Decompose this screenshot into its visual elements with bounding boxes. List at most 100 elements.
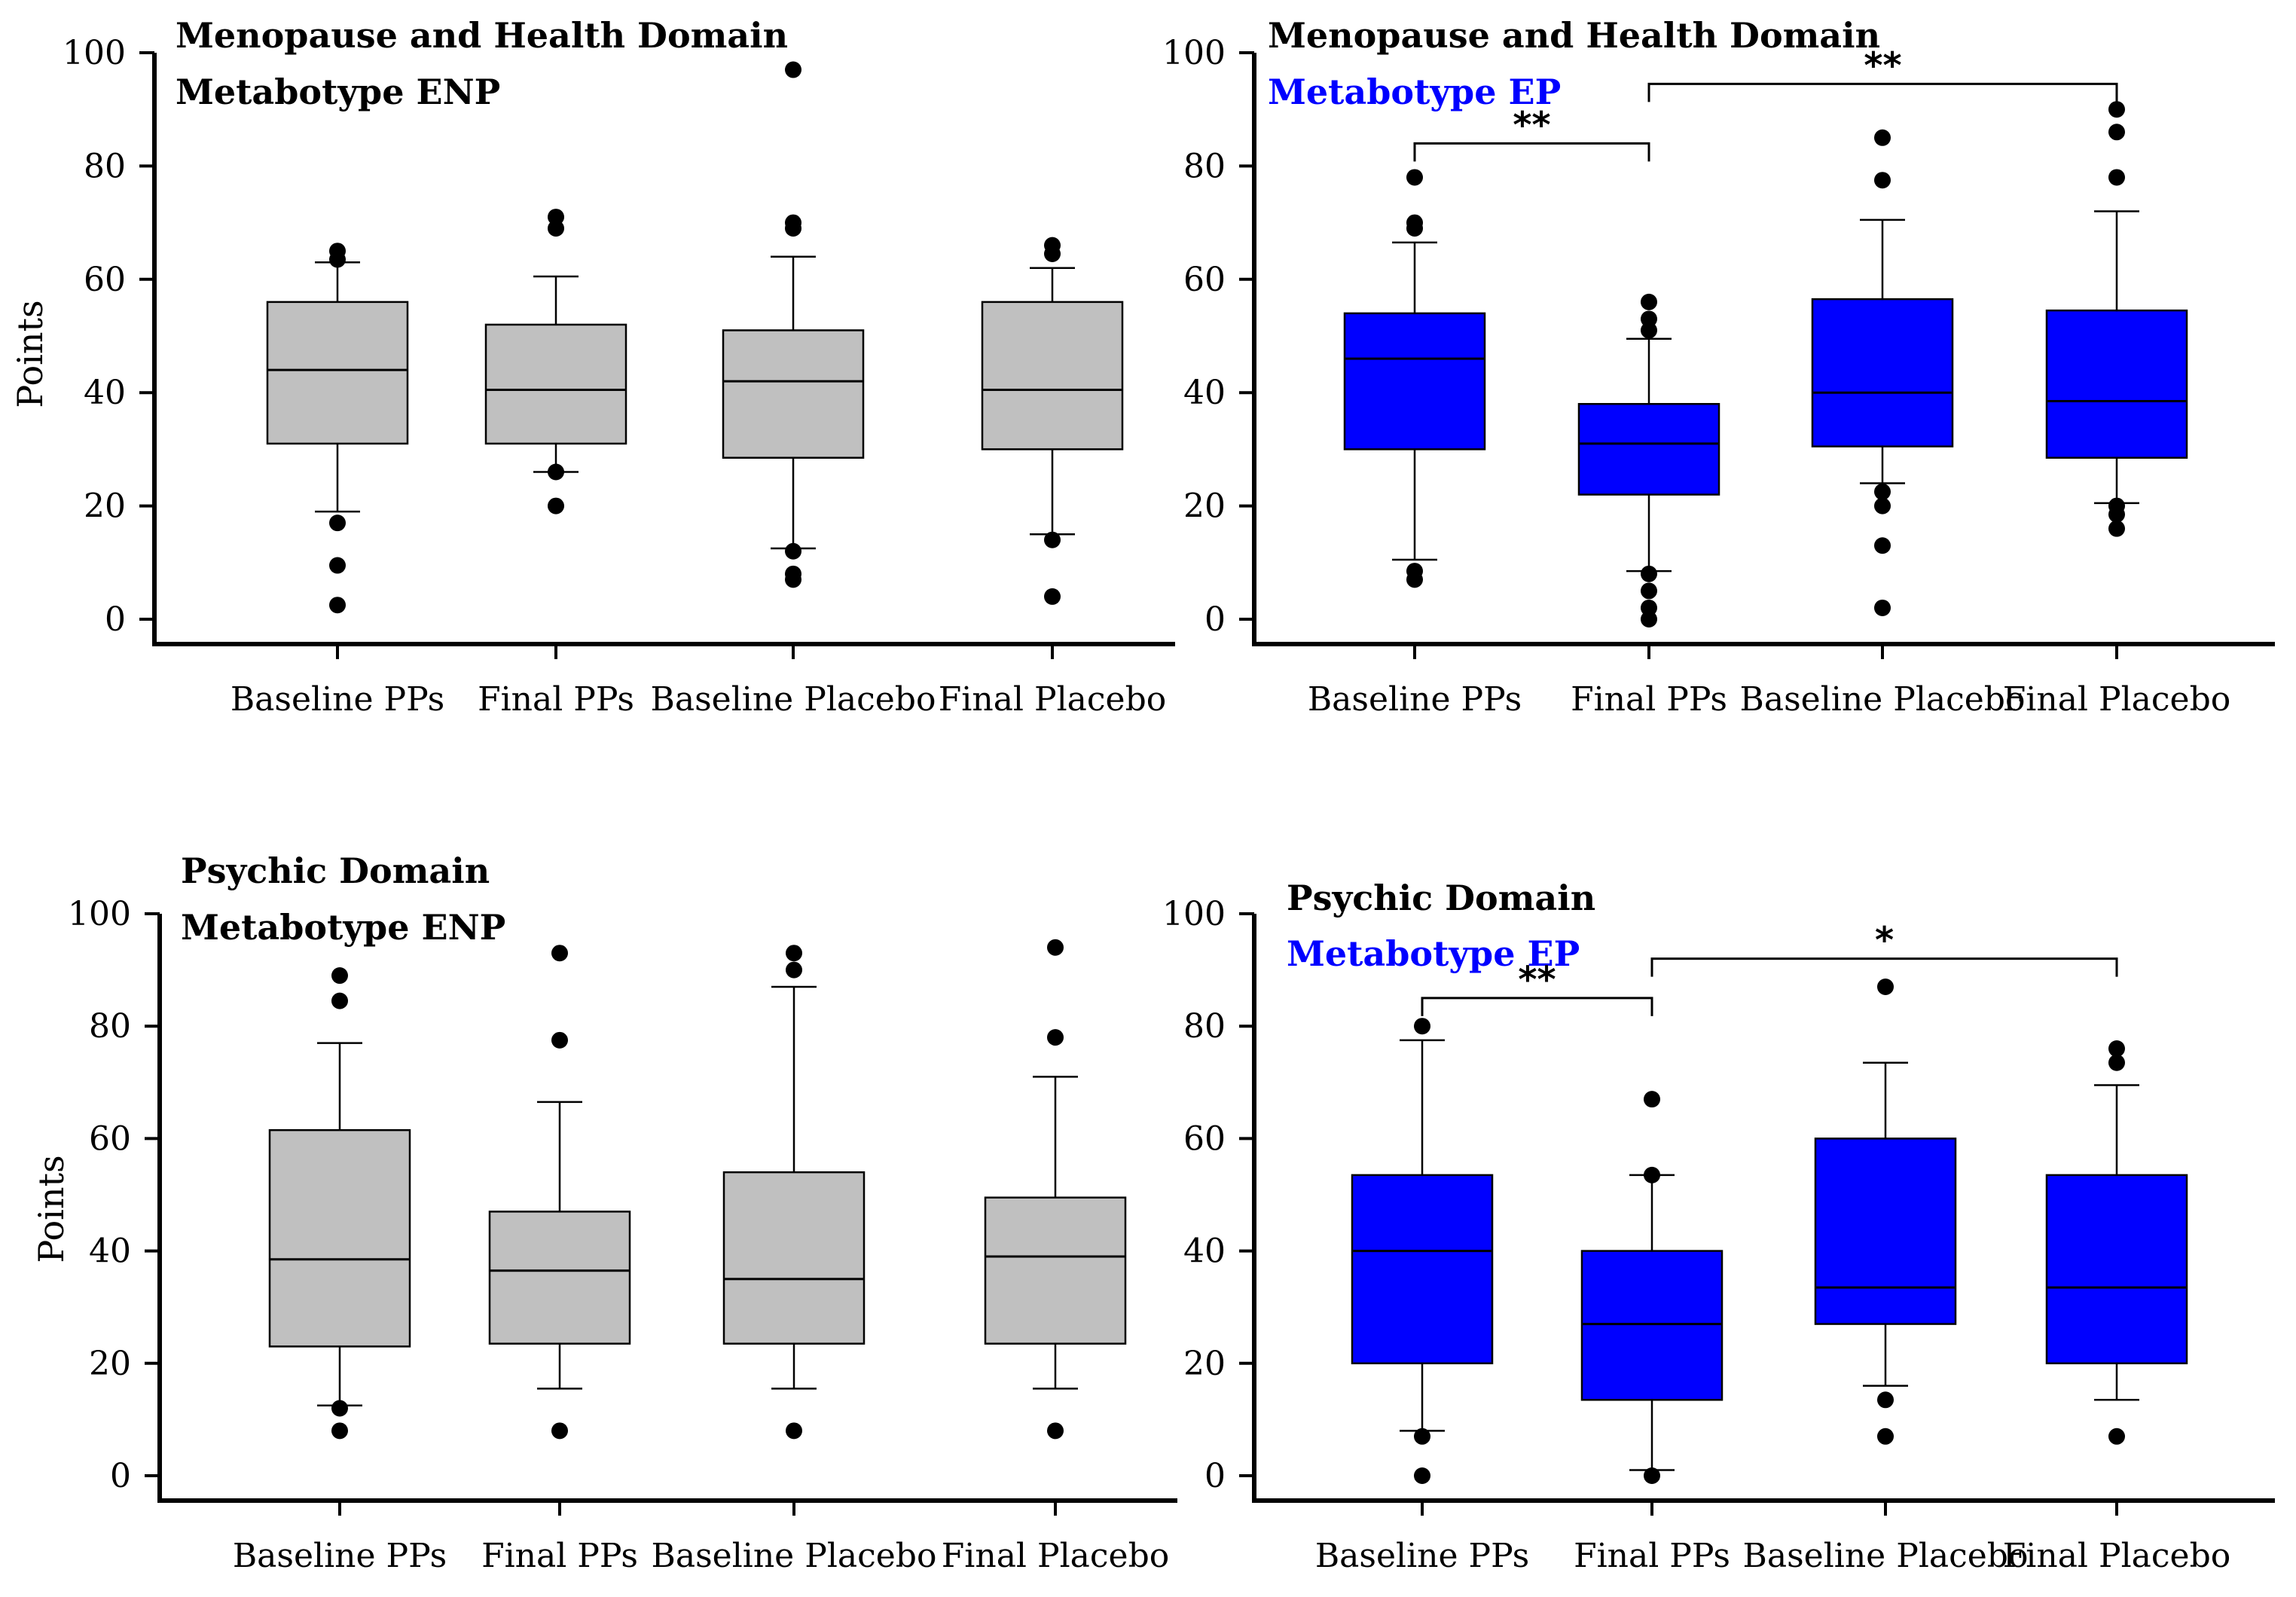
box-iqr: [484, 323, 627, 445]
outlier-point: [1641, 322, 1657, 339]
outlier-point: [1414, 1467, 1430, 1484]
outlier-point: [1874, 537, 1891, 554]
significance-bracket: [1650, 957, 2118, 977]
box-iqr: [1811, 298, 1954, 447]
outlier-point: [1874, 172, 1891, 189]
outlier-point: [551, 1422, 568, 1440]
significance-bracket: [1413, 142, 1650, 162]
outlier-point: [329, 557, 346, 574]
y-tick-label: 100: [63, 34, 126, 72]
outlier-point: [1874, 599, 1891, 616]
box-iqr: [1580, 1250, 1724, 1401]
box-iqr: [268, 1128, 411, 1348]
x-tick-label: Final Placebo: [939, 680, 1166, 719]
y-tick-label: 40: [84, 374, 126, 412]
y-tick-label: 100: [1162, 895, 1226, 933]
outlier-point: [1877, 1391, 1894, 1409]
y-tick-label: 80: [1183, 147, 1226, 185]
outlier-point: [1414, 1428, 1430, 1445]
y-axis-label: Points: [10, 300, 50, 408]
panel-title: Menopause and Health Domain: [1268, 15, 1880, 56]
outlier-point: [1414, 1018, 1430, 1035]
outlier-point: [548, 209, 564, 226]
box-iqr: [488, 1211, 631, 1345]
x-tick-label: Baseline PPs: [233, 1537, 447, 1575]
x-tick-label: Final Placebo: [2003, 680, 2230, 719]
outlier-point: [331, 967, 348, 985]
box-iqr: [1343, 312, 1486, 450]
axes: [1252, 53, 2275, 646]
outlier-point: [1641, 310, 1657, 328]
outlier-point: [785, 61, 801, 78]
y-axis-label: Points: [31, 1155, 72, 1263]
outlier-point: [1044, 531, 1061, 548]
y-tick-label: 60: [1183, 261, 1226, 299]
outlier-point: [786, 945, 802, 962]
significance-bracket: [1647, 82, 2118, 102]
outlier-point: [2108, 169, 2125, 186]
outlier-point: [331, 992, 348, 1009]
box-iqr: [1351, 1174, 1494, 1365]
y-tick-label: 40: [89, 1232, 131, 1271]
outlier-point: [2108, 1040, 2125, 1058]
y-tick-label: 80: [1183, 1007, 1226, 1046]
x-tick-label: Baseline PPs: [231, 680, 444, 719]
outlier-point: [1641, 599, 1657, 616]
outlier-point: [331, 1400, 348, 1417]
outlier-point: [2108, 101, 2125, 118]
panel-psychic-ep: 0 20 40 60 80 100 Baseline PPs Final PPs Baselin…: [1162, 878, 2275, 1575]
outlier-point: [548, 220, 564, 237]
y-tick-label: 20: [89, 1345, 131, 1383]
x-tick-label: Final PPs: [1571, 680, 1727, 719]
y-tick-label: 40: [1183, 374, 1226, 412]
panel-psychic-enp: 0 20 40 60 80 100 Baseline PPs Final PPs Baselin…: [31, 850, 1177, 1575]
outlier-point: [551, 1031, 568, 1049]
outlier-point: [1641, 611, 1657, 628]
x-tick-label: Baseline PPs: [1315, 1537, 1529, 1575]
outlier-point: [1641, 582, 1657, 600]
outlier-point: [786, 961, 802, 979]
significance-label: **: [1518, 959, 1556, 1001]
y-tick-label: 20: [1183, 1345, 1226, 1383]
outlier-point: [1047, 939, 1064, 956]
box-iqr: [722, 329, 865, 459]
y-tick-label: 100: [1162, 34, 1226, 72]
box-iqr: [2045, 1174, 2188, 1365]
panel-subtitle: Metabotype EP: [1268, 72, 1561, 112]
axes: [152, 53, 1175, 646]
x-tick-label: Final PPs: [1574, 1537, 1730, 1575]
outlier-point: [329, 597, 346, 614]
y-tick-label: 0: [1204, 1457, 1226, 1495]
y-tick-label: 0: [105, 600, 126, 639]
outlier-point: [1644, 1467, 1660, 1484]
axes: [157, 914, 1177, 1503]
outlier-point: [1644, 1091, 1660, 1108]
panel-subtitle: Metabotype EP: [1287, 933, 1580, 974]
y-tick-label: 80: [84, 147, 126, 185]
box-iqr: [266, 301, 409, 445]
significance-label: **: [1513, 104, 1550, 146]
panel-title: Menopause and Health Domain: [176, 15, 788, 56]
outlier-point: [1641, 293, 1657, 310]
outlier-point: [1644, 1166, 1660, 1183]
outlier-point: [1874, 129, 1891, 146]
panel-menopause-enp: 0 20 40 60 80 100 Baseline PPs Final PPs Baselin…: [10, 15, 1175, 719]
y-tick-label: 20: [1183, 487, 1226, 526]
y-tick-label: 60: [89, 1119, 131, 1158]
box-iqr: [1814, 1137, 1957, 1325]
y-tick-label: 40: [1183, 1232, 1226, 1271]
outlier-point: [1047, 1422, 1064, 1440]
outlier-point: [548, 463, 564, 481]
outlier-point: [785, 542, 801, 560]
y-tick-label: 60: [84, 261, 126, 299]
x-tick-label: Final Placebo: [2003, 1537, 2230, 1575]
outlier-point: [2108, 497, 2125, 515]
panel-menopause-ep: 0 20 40 60 80 100 Baseline PPs Final PPs Baselin…: [1162, 15, 2275, 719]
significance-bracket: [1421, 997, 1653, 1016]
outlier-point: [2108, 124, 2125, 141]
box-iqr: [722, 1171, 866, 1345]
outlier-point: [1641, 565, 1657, 582]
outlier-point: [785, 214, 801, 231]
panel-subtitle: Metabotype ENP: [176, 72, 500, 112]
